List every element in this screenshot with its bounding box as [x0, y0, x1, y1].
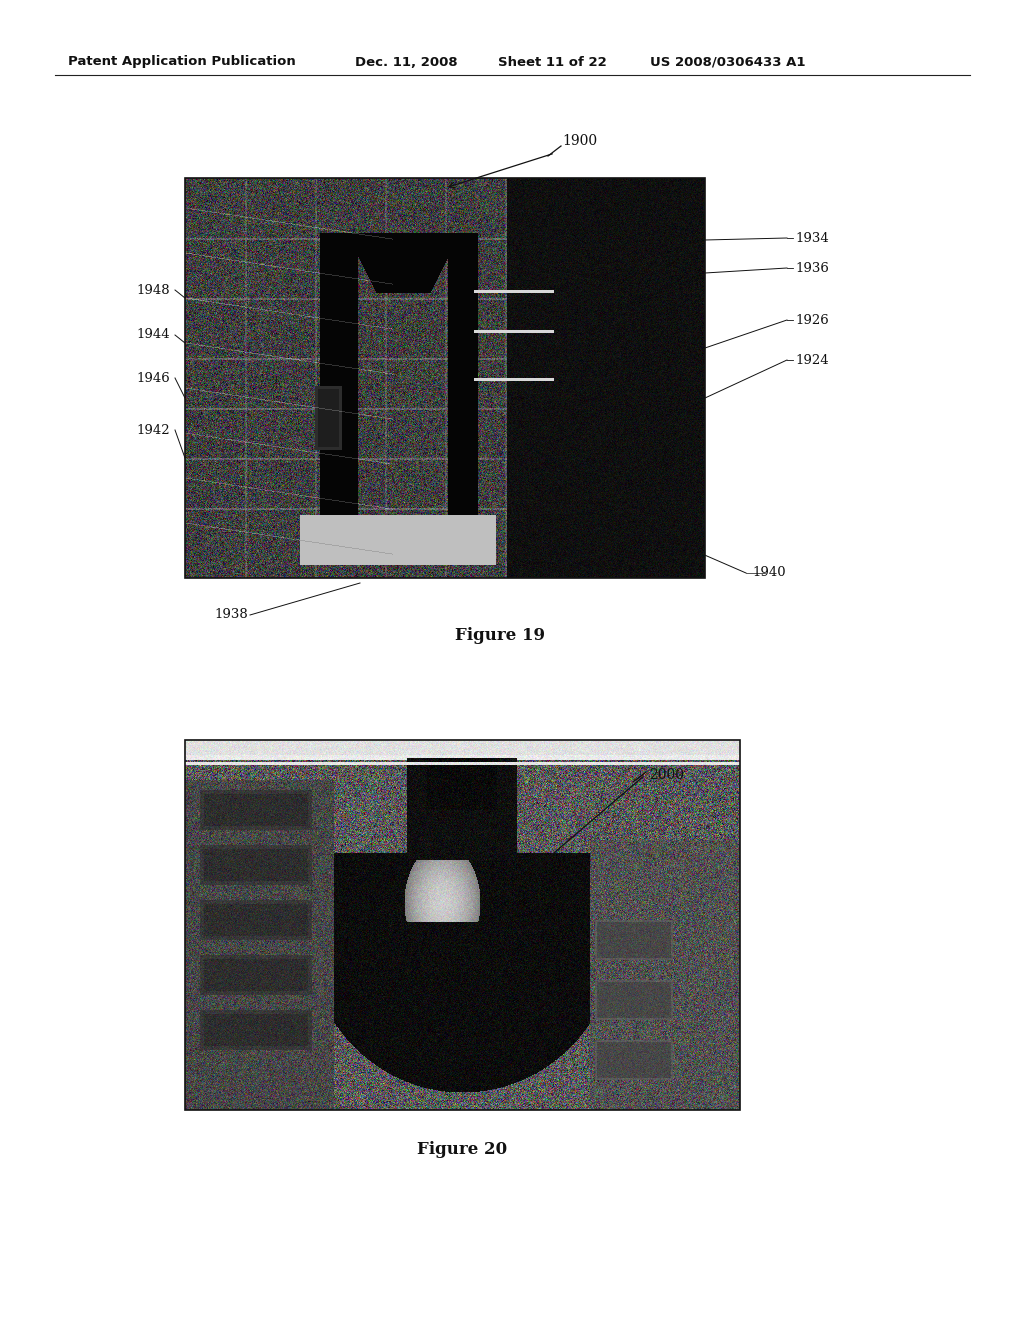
Text: 1938: 1938 — [214, 609, 248, 622]
Text: Dec. 11, 2008: Dec. 11, 2008 — [355, 55, 458, 69]
Text: Sheet 11 of 22: Sheet 11 of 22 — [498, 55, 607, 69]
Text: Figure 19: Figure 19 — [455, 627, 545, 644]
Bar — [185, 178, 705, 578]
Text: 1934: 1934 — [795, 231, 828, 244]
Text: 1942: 1942 — [136, 424, 170, 437]
Text: 1940: 1940 — [752, 566, 785, 579]
Text: 1926: 1926 — [795, 314, 828, 326]
Text: 1944: 1944 — [136, 329, 170, 342]
Text: 1948: 1948 — [136, 284, 170, 297]
Text: 2000: 2000 — [649, 768, 684, 781]
Text: 1936: 1936 — [795, 261, 828, 275]
Text: 1924: 1924 — [795, 354, 828, 367]
Text: 1946: 1946 — [136, 371, 170, 384]
Text: Patent Application Publication: Patent Application Publication — [68, 55, 296, 69]
Text: 1900: 1900 — [562, 135, 597, 148]
Text: US 2008/0306433 A1: US 2008/0306433 A1 — [650, 55, 806, 69]
Text: Figure 20: Figure 20 — [418, 1142, 508, 1159]
Bar — [185, 741, 740, 1110]
